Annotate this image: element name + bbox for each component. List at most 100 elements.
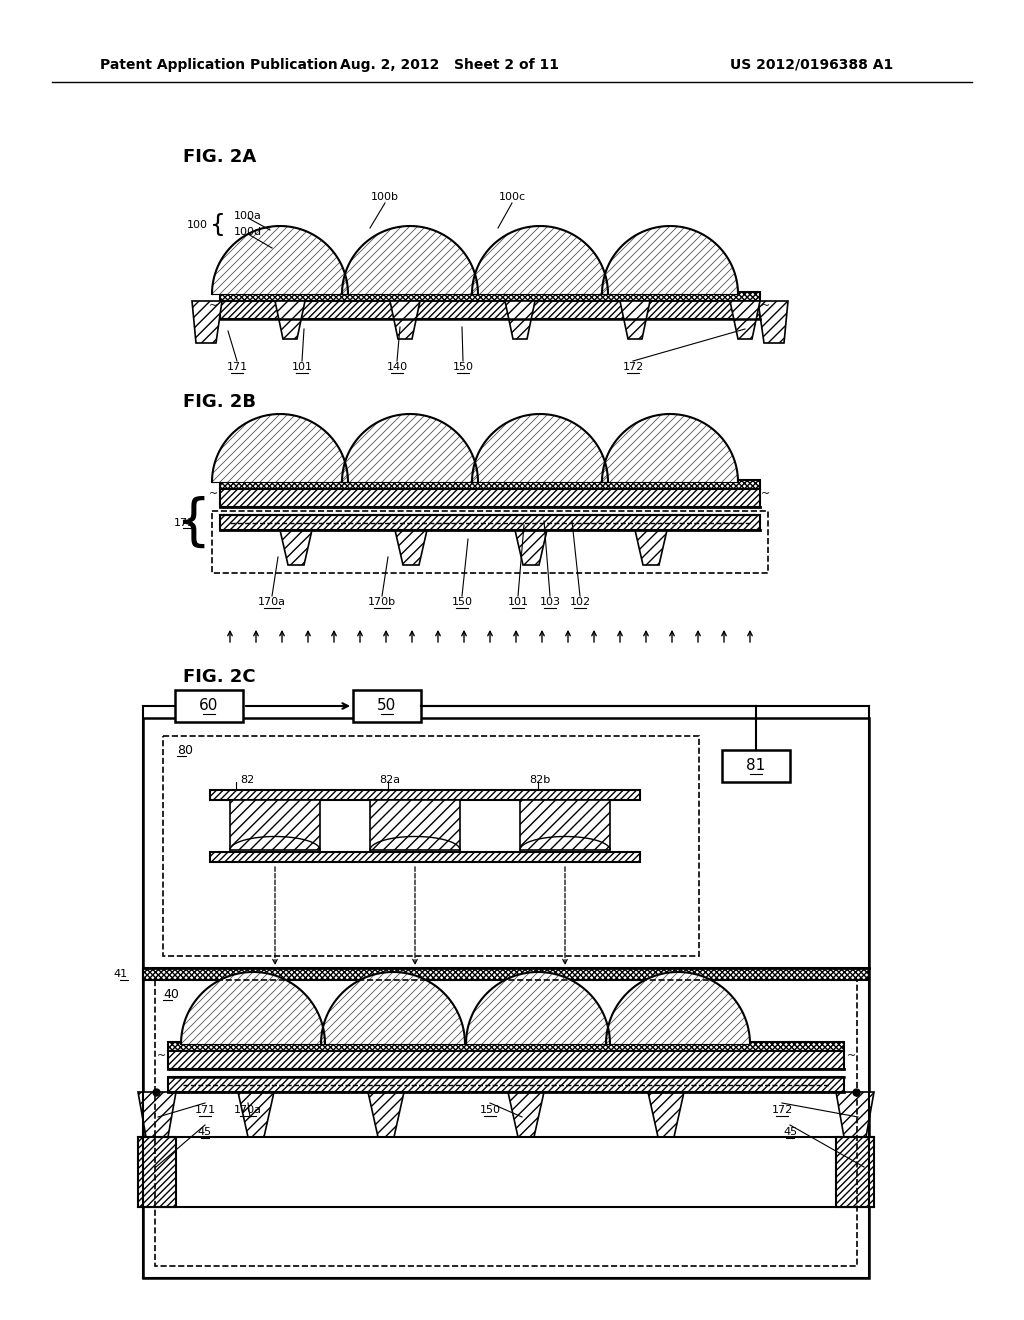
Bar bbox=[155, 979, 857, 1266]
Text: 172: 172 bbox=[771, 1105, 793, 1115]
Text: 100c: 100c bbox=[499, 191, 525, 202]
Bar bbox=[220, 480, 760, 488]
Bar bbox=[168, 1041, 844, 1051]
Bar bbox=[220, 292, 760, 301]
Polygon shape bbox=[602, 226, 738, 294]
Text: 170b: 170b bbox=[368, 597, 396, 607]
Text: 100b: 100b bbox=[371, 191, 399, 202]
Bar bbox=[520, 800, 610, 850]
Text: US 2012/0196388 A1: US 2012/0196388 A1 bbox=[730, 58, 893, 73]
Bar bbox=[168, 1077, 844, 1092]
Polygon shape bbox=[342, 226, 478, 294]
Bar bbox=[370, 800, 460, 850]
Text: ~: ~ bbox=[209, 488, 219, 499]
Polygon shape bbox=[342, 414, 478, 482]
Polygon shape bbox=[602, 226, 738, 294]
Text: 100a: 100a bbox=[234, 211, 262, 220]
Bar bbox=[143, 968, 869, 979]
Polygon shape bbox=[758, 301, 788, 343]
Bar bbox=[210, 851, 640, 862]
Bar bbox=[220, 480, 760, 488]
Text: 100d: 100d bbox=[234, 227, 262, 238]
Bar bbox=[722, 750, 790, 781]
Bar bbox=[220, 488, 760, 507]
Bar bbox=[836, 1137, 874, 1206]
Bar bbox=[220, 515, 760, 531]
Polygon shape bbox=[280, 531, 312, 565]
Polygon shape bbox=[368, 1092, 404, 1137]
Bar bbox=[210, 789, 640, 800]
Polygon shape bbox=[472, 226, 608, 294]
Polygon shape bbox=[181, 972, 325, 1044]
Bar bbox=[168, 1051, 844, 1069]
Bar bbox=[220, 301, 760, 319]
Polygon shape bbox=[212, 226, 348, 294]
Text: 173: 173 bbox=[174, 517, 195, 528]
Text: 140: 140 bbox=[386, 362, 408, 372]
Polygon shape bbox=[342, 226, 478, 294]
Polygon shape bbox=[505, 301, 535, 339]
Text: 150: 150 bbox=[479, 1105, 501, 1115]
Text: 171: 171 bbox=[226, 362, 248, 372]
Text: 45: 45 bbox=[198, 1127, 212, 1137]
Text: {: { bbox=[175, 495, 210, 549]
Polygon shape bbox=[836, 1092, 874, 1137]
Text: 172: 172 bbox=[623, 362, 644, 372]
Text: ~: ~ bbox=[847, 1051, 856, 1061]
Bar bbox=[836, 1137, 874, 1206]
Bar bbox=[212, 511, 768, 573]
Text: Aug. 2, 2012   Sheet 2 of 11: Aug. 2, 2012 Sheet 2 of 11 bbox=[341, 58, 559, 73]
Bar bbox=[175, 690, 243, 722]
Polygon shape bbox=[275, 301, 305, 339]
Polygon shape bbox=[138, 1092, 176, 1137]
Text: 82b: 82b bbox=[529, 775, 551, 785]
Bar bbox=[138, 1137, 176, 1206]
Bar bbox=[168, 1077, 844, 1092]
Text: 81: 81 bbox=[746, 759, 766, 774]
Text: 45: 45 bbox=[783, 1127, 797, 1137]
Polygon shape bbox=[472, 226, 608, 294]
Text: 103: 103 bbox=[540, 597, 560, 607]
Text: 150: 150 bbox=[453, 362, 473, 372]
Polygon shape bbox=[472, 414, 608, 482]
Polygon shape bbox=[730, 301, 760, 339]
Bar bbox=[230, 800, 319, 850]
Bar bbox=[168, 1041, 844, 1051]
Polygon shape bbox=[390, 301, 420, 339]
Bar bbox=[210, 851, 640, 862]
Text: 82: 82 bbox=[240, 775, 254, 785]
Bar bbox=[175, 690, 243, 722]
Polygon shape bbox=[321, 972, 465, 1044]
Text: 41: 41 bbox=[114, 969, 128, 979]
Text: Patent Application Publication: Patent Application Publication bbox=[100, 58, 338, 73]
Polygon shape bbox=[212, 414, 348, 482]
Bar bbox=[353, 690, 421, 722]
Polygon shape bbox=[606, 972, 750, 1044]
Bar bbox=[138, 1137, 176, 1206]
Text: ~: ~ bbox=[157, 1051, 166, 1061]
Polygon shape bbox=[342, 414, 478, 482]
Polygon shape bbox=[395, 531, 427, 565]
Text: 170a: 170a bbox=[234, 1105, 262, 1115]
Bar bbox=[220, 515, 760, 531]
Polygon shape bbox=[181, 972, 325, 1044]
Text: 40: 40 bbox=[163, 987, 179, 1001]
Text: 60: 60 bbox=[200, 698, 219, 714]
Polygon shape bbox=[620, 301, 650, 339]
Text: FIG. 2A: FIG. 2A bbox=[183, 148, 256, 166]
Bar bbox=[143, 718, 869, 1278]
Text: ~: ~ bbox=[209, 301, 219, 312]
Polygon shape bbox=[466, 972, 610, 1044]
Text: 171: 171 bbox=[195, 1105, 216, 1115]
Text: 80: 80 bbox=[177, 743, 193, 756]
Text: ~: ~ bbox=[762, 301, 771, 312]
Polygon shape bbox=[602, 414, 738, 482]
Text: ~: ~ bbox=[762, 488, 771, 499]
Polygon shape bbox=[472, 414, 608, 482]
Polygon shape bbox=[606, 972, 750, 1044]
Bar bbox=[220, 301, 760, 319]
Polygon shape bbox=[635, 531, 667, 565]
Bar bbox=[210, 789, 640, 800]
Text: 100: 100 bbox=[187, 220, 208, 230]
Bar bbox=[230, 800, 319, 850]
